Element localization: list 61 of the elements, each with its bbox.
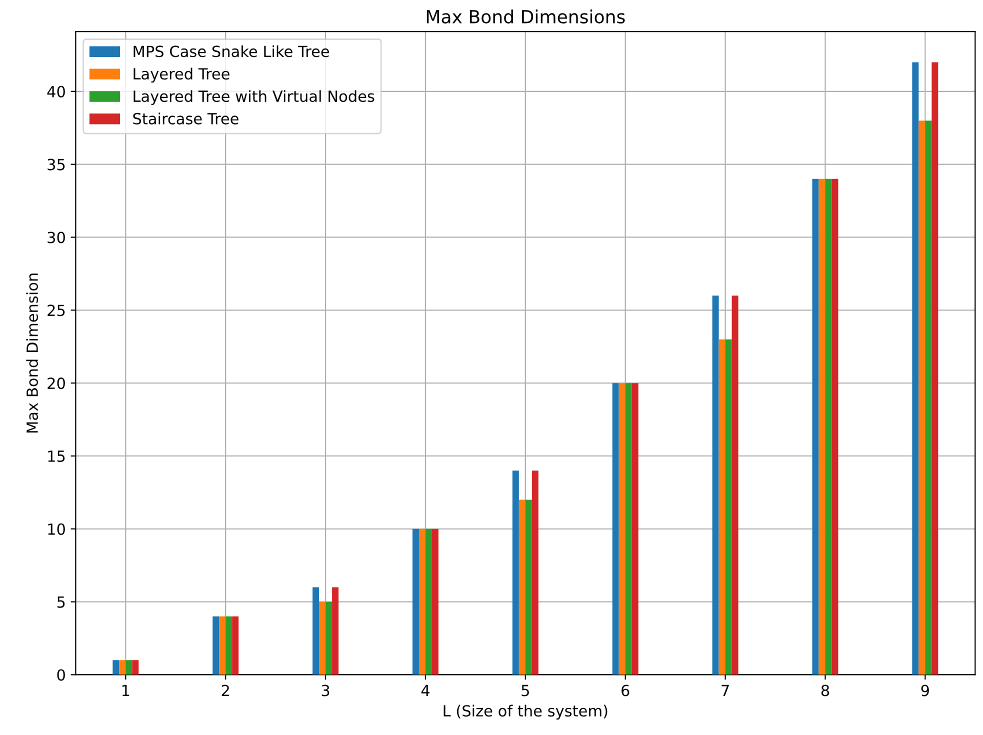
y-axis-title: Max Bond Dimension (26, 274, 38, 433)
x-tick-label: 1 (122, 684, 130, 696)
bar (112, 660, 120, 675)
x-tick-label: 9 (921, 684, 929, 696)
bar (332, 587, 339, 675)
bar (518, 500, 526, 675)
legend-label: Staircase Tree (133, 112, 238, 124)
x-tick-label: 4 (421, 684, 430, 696)
legend-label: Layered Tree (134, 68, 230, 83)
bar (418, 528, 426, 675)
bar (932, 62, 938, 675)
y-tick-label: 0 (57, 669, 65, 681)
bar (618, 383, 626, 675)
x-tick-label: 5 (522, 684, 529, 696)
y-tick-label: 5 (57, 596, 65, 608)
bar (918, 120, 926, 675)
bar (625, 383, 632, 675)
x-tick-label: 2 (222, 684, 229, 696)
y-tick-label: 35 (48, 158, 65, 170)
bar (732, 296, 738, 675)
bar (718, 339, 726, 675)
bar (725, 339, 732, 675)
bar (832, 178, 838, 675)
y-tick-label: 25 (48, 304, 65, 316)
x-tick-label: 3 (322, 684, 330, 696)
y-tick-label: 40 (47, 86, 65, 98)
bar (132, 660, 139, 675)
bar (818, 178, 826, 675)
bar (512, 470, 519, 675)
bar (825, 178, 832, 675)
bar (319, 602, 326, 675)
bar (532, 470, 538, 675)
bar (425, 528, 432, 675)
legend-label: Layered Tree with Virtual Nodes (134, 90, 374, 105)
y-tick-label: 10 (48, 523, 65, 535)
legend-label: MPS Case Snake Like Tree (134, 45, 330, 58)
bar (412, 528, 419, 675)
bar (119, 660, 126, 675)
x-axis-title: L (Size of the system) (444, 704, 608, 720)
bar (432, 528, 438, 675)
bar (326, 602, 332, 675)
x-tick-label: 8 (821, 684, 830, 696)
bar (925, 120, 932, 675)
chart-title: Max Bond Dimensions (426, 10, 625, 24)
bar (226, 616, 232, 675)
x-tick-label: 6 (622, 684, 630, 696)
bar (219, 616, 226, 675)
bar (812, 178, 819, 675)
bar (525, 500, 532, 675)
bar (126, 660, 132, 675)
x-tick-label: 7 (722, 684, 729, 696)
bar (212, 616, 220, 675)
bar (632, 383, 638, 675)
bar (232, 616, 239, 675)
y-tick-label: 15 (48, 450, 65, 462)
bar (612, 383, 619, 675)
bar (912, 62, 919, 675)
y-tick-label: 20 (48, 378, 65, 390)
bar (712, 296, 719, 675)
y-tick-label: 30 (48, 232, 65, 244)
bar (312, 587, 320, 675)
